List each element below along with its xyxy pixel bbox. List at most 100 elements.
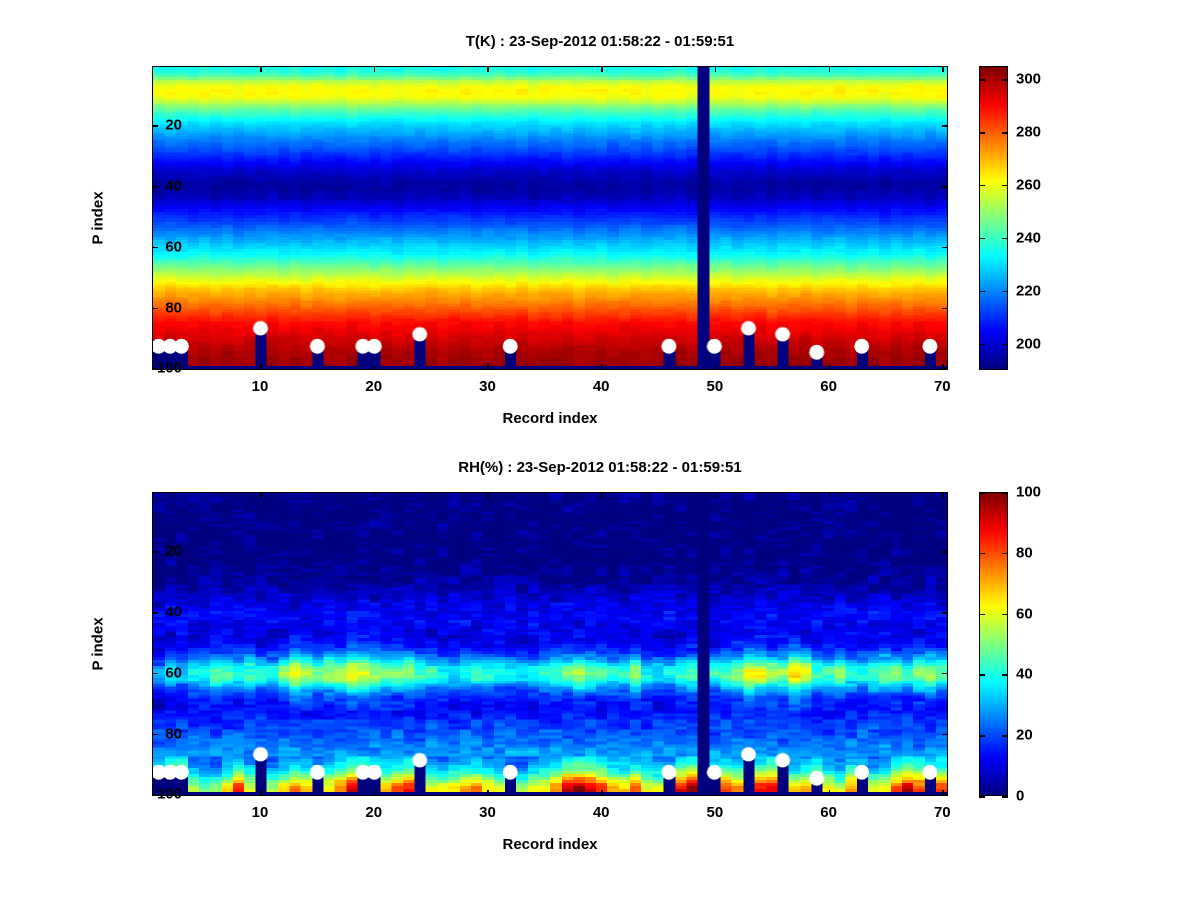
colorbar-tick-200 [979, 343, 985, 346]
colorbar-humidity[interactable] [979, 492, 1008, 796]
colorbar-ticklabel-260: 260 [1016, 176, 1042, 194]
heatmap-humidity[interactable] [152, 492, 948, 796]
ytick-right-20 [942, 551, 948, 553]
xtick-10 [260, 790, 262, 796]
colorbar-tick-40 [979, 674, 985, 676]
xtick-top-10 [260, 492, 262, 498]
colorbar-tick-right-300 [1002, 79, 1008, 81]
ytick-60 [152, 672, 158, 675]
colorbar-tick-right-40 [1002, 674, 1008, 676]
colorbar-ticklabel-300: 300 [1016, 70, 1042, 88]
ytick-right-100 [942, 368, 948, 370]
colorbar-tick-right-100 [1002, 492, 1008, 494]
ytick-100 [152, 794, 158, 796]
colorbar-tick-260 [979, 184, 985, 187]
xtick-70 [942, 364, 944, 370]
colorbar-ticklabel-60: 60 [1016, 605, 1033, 623]
colorbar-tick-220 [979, 290, 985, 293]
xticklabel-30: 30 [479, 804, 496, 821]
xticklabel-50: 50 [706, 378, 724, 395]
xtick-top-20 [373, 66, 376, 72]
yticklabel-40: 40 [165, 603, 182, 621]
panel-title-humidity: RH(%) : 23-Sep-2012 01:58:22 - 01:59:51 [458, 459, 742, 476]
colorbar-tick-300 [979, 79, 985, 81]
colorbar-ticklabel-200: 200 [1016, 335, 1042, 353]
colorbar-tick-right-200 [1002, 343, 1008, 346]
colorbar-temperature[interactable] [979, 66, 1008, 370]
xtick-20 [373, 790, 376, 796]
colorbar-tick-right-60 [1002, 613, 1008, 616]
colorbar-ticklabel-280: 280 [1016, 123, 1042, 141]
xticklabel-40: 40 [592, 804, 610, 821]
xtick-top-60 [828, 66, 831, 72]
xtick-top-10 [260, 66, 262, 72]
colorbar-tick-right-280 [1002, 132, 1008, 134]
yticklabel-100: 100 [156, 359, 182, 377]
xtick-70 [942, 790, 944, 796]
xtick-50 [714, 364, 717, 370]
colorbar-ticklabel-20: 20 [1016, 726, 1033, 744]
ylabel-humidity: P index [89, 617, 107, 671]
ytick-right-40 [942, 612, 948, 614]
colorbar-ticklabel-220: 220 [1016, 282, 1042, 300]
colorbar-ticklabel-100: 100 [1016, 483, 1042, 501]
colorbar-tick-right-260 [1002, 184, 1008, 187]
xlabel-temperature: Record index [502, 410, 598, 427]
colorbar-tick-right-0 [1002, 796, 1008, 798]
ytick-right-20 [942, 125, 948, 127]
xtick-top-60 [828, 492, 831, 498]
heatmap-temperature[interactable] [152, 66, 948, 370]
xtick-40 [601, 790, 603, 796]
yticklabel-80: 80 [165, 299, 182, 317]
xticklabel-50: 50 [706, 804, 724, 821]
yticklabel-100: 100 [156, 785, 182, 803]
xticklabel-40: 40 [592, 378, 610, 395]
xticklabel-10: 10 [251, 804, 269, 821]
xtick-top-40 [601, 492, 603, 498]
colorbar-ticklabel-40: 40 [1016, 665, 1033, 683]
colorbar-tick-0 [979, 796, 985, 798]
colorbar-tick-right-20 [1002, 735, 1008, 737]
colorbar-tick-280 [979, 132, 985, 134]
colorbar-ticklabel-240: 240 [1016, 229, 1042, 247]
ytick-right-80 [942, 733, 948, 736]
xtick-20 [373, 364, 376, 370]
yticklabel-60: 60 [165, 664, 182, 682]
ytick-right-60 [942, 246, 948, 249]
ytick-right-80 [942, 307, 948, 310]
ytick-right-100 [942, 794, 948, 796]
xtick-top-70 [942, 492, 944, 498]
colorbar-tick-20 [979, 735, 985, 737]
colorbar-tick-80 [979, 552, 985, 555]
ytick-20 [152, 125, 158, 127]
panel-temperature: T(K) : 23-Sep-2012 01:58:22 - 01:59:51 1… [0, 0, 1200, 440]
xticklabel-20: 20 [365, 378, 383, 395]
ytick-100 [152, 368, 158, 370]
xticklabel-10: 10 [251, 378, 269, 395]
colorbar-tick-right-80 [1002, 552, 1008, 555]
xtick-top-70 [942, 66, 944, 72]
xticklabel-20: 20 [365, 804, 383, 821]
xtick-top-20 [373, 492, 376, 498]
xtick-top-50 [714, 66, 717, 72]
yticklabel-20: 20 [165, 542, 182, 560]
yticklabel-60: 60 [165, 238, 182, 256]
yticklabel-40: 40 [165, 177, 182, 195]
xtick-top-40 [601, 66, 603, 72]
xticklabel-30: 30 [479, 378, 496, 395]
xticklabel-70: 70 [933, 378, 951, 395]
ytick-40 [152, 186, 158, 188]
colorbar-tick-right-240 [1002, 237, 1008, 240]
panel-title-temperature: T(K) : 23-Sep-2012 01:58:22 - 01:59:51 [465, 33, 735, 50]
colorbar-tick-100 [979, 492, 985, 494]
ytick-right-40 [942, 186, 948, 188]
xticklabel-60: 60 [820, 804, 837, 821]
xtick-60 [828, 790, 831, 796]
colorbar-ticklabel-80: 80 [1016, 544, 1033, 562]
xtick-10 [260, 364, 262, 370]
xticklabel-70: 70 [933, 804, 951, 821]
xtick-top-30 [487, 66, 489, 72]
ytick-80 [152, 733, 158, 736]
